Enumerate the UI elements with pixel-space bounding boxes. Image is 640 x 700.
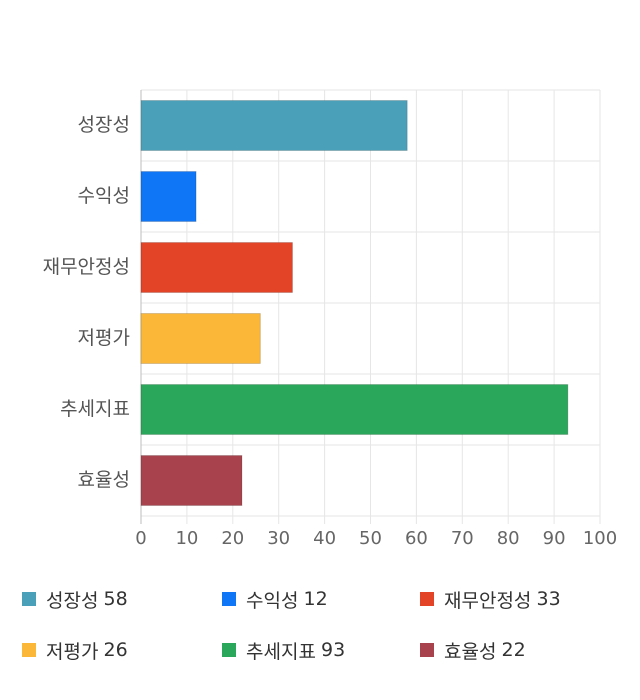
- bar: [140, 242, 293, 293]
- x-tick-label: 50: [359, 528, 382, 549]
- x-tick-label: 80: [497, 528, 520, 549]
- x-tick-label: 10: [175, 528, 198, 549]
- legend-swatch: [222, 592, 236, 606]
- category-label: 수익성: [78, 185, 130, 207]
- x-tick-label: 40: [313, 528, 336, 549]
- legend-label: 효율성: [444, 640, 497, 663]
- x-tick-label: 20: [221, 528, 244, 549]
- bar: [140, 384, 569, 435]
- x-tick-label: 90: [543, 528, 566, 549]
- legend-swatch: [420, 643, 434, 657]
- x-tick-label: 30: [267, 528, 290, 549]
- legend-swatch: [22, 643, 36, 657]
- legend-value: 26: [103, 639, 128, 661]
- bar: [140, 171, 197, 222]
- legend-item-undervalued: 저평가 26: [22, 637, 128, 663]
- legend-value: 12: [303, 588, 328, 610]
- legend-item-trend-indicator: 추세지표 93: [222, 637, 345, 663]
- x-tick-label: 0: [135, 528, 146, 549]
- legend-label: 수익성: [246, 589, 299, 612]
- legend-label: 재무안정성: [444, 589, 532, 612]
- legend-item-growth: 성장성 58: [22, 586, 128, 612]
- legend-value: 22: [501, 639, 526, 661]
- category-label: 저평가: [78, 327, 130, 349]
- legend-label: 저평가: [46, 640, 99, 663]
- legend-item-profitability: 수익성 12: [222, 586, 328, 612]
- category-label: 성장성: [78, 114, 130, 136]
- legend-swatch: [22, 592, 36, 606]
- chart-legend: 성장성 58 수익성 12 재무안정성 33 저평가 26 추세지표 93 효율…: [0, 580, 640, 680]
- legend-item-financial-stability: 재무안정성 33: [420, 586, 561, 612]
- bar: [140, 455, 243, 506]
- x-tick-label: 60: [405, 528, 428, 549]
- legend-value: 33: [536, 588, 561, 610]
- x-tick-label: 100: [583, 528, 617, 549]
- legend-value: 58: [103, 588, 128, 610]
- bar: [140, 313, 261, 364]
- legend-swatch: [420, 592, 434, 606]
- x-tick-label: 70: [451, 528, 474, 549]
- legend-label: 성장성: [46, 589, 99, 612]
- legend-item-efficiency: 효율성 22: [420, 637, 526, 663]
- legend-swatch: [222, 643, 236, 657]
- category-label: 추세지표: [60, 398, 130, 420]
- legend-value: 93: [321, 639, 346, 661]
- category-label: 효율성: [78, 469, 130, 491]
- category-label: 재무안정성: [43, 256, 130, 278]
- bar: [140, 100, 408, 151]
- legend-label: 추세지표: [246, 640, 316, 663]
